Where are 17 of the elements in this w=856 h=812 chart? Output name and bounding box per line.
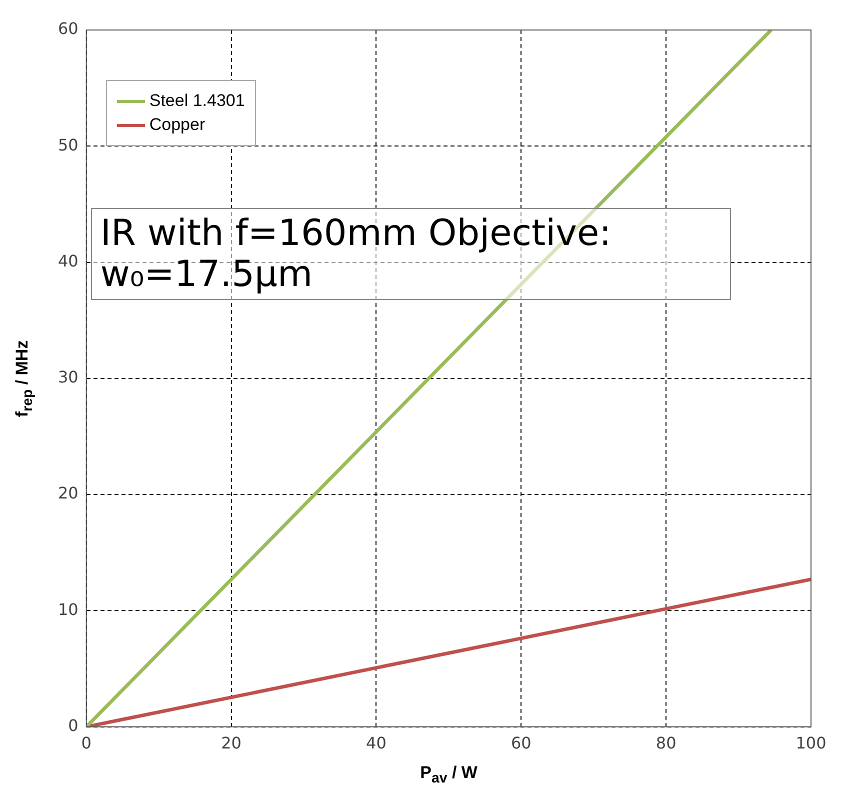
y-tick-label: 50 <box>58 135 78 154</box>
x-tick-label: 20 <box>221 734 242 753</box>
y-tick-label: 40 <box>58 251 78 270</box>
x-tick-label: 60 <box>510 734 532 753</box>
note-box: IR with f=160mm Objective: w₀=17.5μm <box>91 208 732 300</box>
legend-label: Copper <box>149 115 206 135</box>
y-tick-label: 10 <box>58 600 78 619</box>
x-axis-title: P$_{av}$ / W <box>420 762 478 786</box>
y-tick-label: 30 <box>58 368 78 387</box>
legend-label: Steel 1.4301 <box>149 91 245 111</box>
y-tick-label: 0 <box>68 716 78 735</box>
x-tick-label: 0 <box>81 734 92 753</box>
y-tick-label: 60 <box>58 19 78 38</box>
y-tick-label: 20 <box>58 484 78 503</box>
x-tick-label: 80 <box>656 734 676 753</box>
x-tick-label: 40 <box>366 734 386 753</box>
x-tick-label: 100 <box>796 734 826 753</box>
